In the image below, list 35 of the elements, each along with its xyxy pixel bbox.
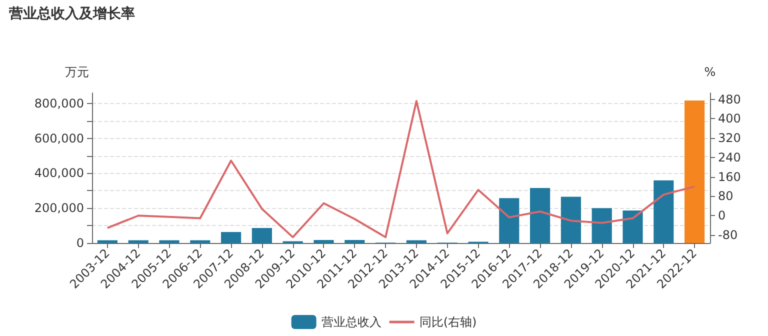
y2-tick-label: 240 xyxy=(718,150,741,164)
bar xyxy=(406,240,426,243)
bar xyxy=(221,232,242,243)
y2-tick-label: 400 xyxy=(718,112,741,126)
bar xyxy=(344,240,365,243)
y-axis-title: 万元 xyxy=(65,65,89,79)
legend-label: 营业总收入 xyxy=(321,315,382,329)
y2-tick-label: 320 xyxy=(718,131,741,146)
bar xyxy=(252,228,272,243)
bar xyxy=(622,210,643,243)
y2-tick-label: 80 xyxy=(718,189,734,204)
y-tick-label: 400,000 xyxy=(34,166,84,180)
y2-tick-label: 480 xyxy=(718,92,741,106)
bar xyxy=(684,100,705,243)
bar xyxy=(530,188,550,243)
chart-title: 营业总收入及增长率 xyxy=(8,5,135,22)
y-tick-label: 600,000 xyxy=(34,131,84,146)
legend-label: 同比(右轴) xyxy=(419,315,477,329)
y2-tick-label: -80 xyxy=(718,228,738,242)
y-tick-label: 800,000 xyxy=(34,96,84,110)
y-tick-label: 0 xyxy=(76,236,84,250)
bar xyxy=(128,240,148,243)
y2-tick-label: 160 xyxy=(718,170,741,184)
bar xyxy=(654,180,674,243)
bar xyxy=(190,240,210,243)
bar xyxy=(499,198,520,243)
y-tick-label: 200,000 xyxy=(34,201,84,216)
y2-tick-label: 0 xyxy=(718,208,726,223)
bar xyxy=(314,240,334,243)
line-series xyxy=(106,100,696,238)
bar xyxy=(592,208,612,243)
y2-axis-title: % xyxy=(704,65,716,79)
bar xyxy=(97,240,118,243)
bar xyxy=(560,196,581,243)
bar xyxy=(159,240,180,243)
